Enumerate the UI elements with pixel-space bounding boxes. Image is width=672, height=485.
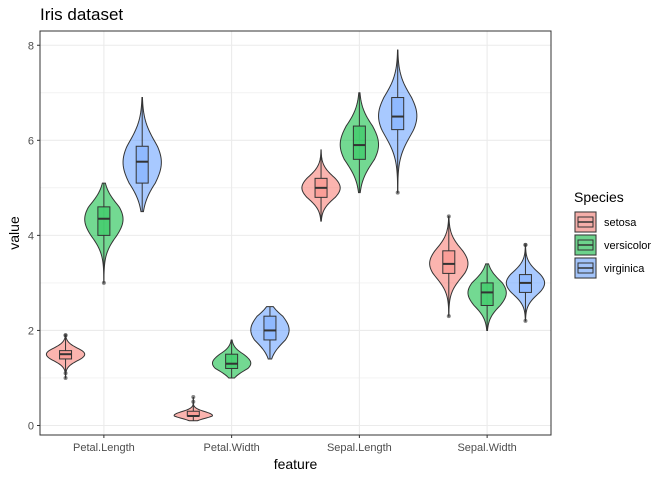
y-tick-label: 2 xyxy=(28,325,34,337)
box xyxy=(97,206,111,236)
violin-setosa-petal-width xyxy=(173,394,213,422)
box xyxy=(225,353,239,369)
violin-virginica-sepal-length xyxy=(378,49,418,195)
outlier-point xyxy=(395,190,400,195)
outlier-point xyxy=(101,280,106,285)
legend-title: Species xyxy=(574,189,624,205)
outlier-point xyxy=(63,375,68,380)
box xyxy=(352,125,366,160)
panel-border xyxy=(39,30,552,436)
legend-label: setosa xyxy=(604,217,637,229)
legend-box xyxy=(577,262,594,274)
violin-body xyxy=(122,97,162,213)
y-tick-label: 6 xyxy=(28,135,34,147)
violin-body xyxy=(339,92,380,194)
x-axis: Petal.Length Petal.Width Sepal.Length Sepal… xyxy=(73,435,517,454)
x-axis-title: feature xyxy=(274,456,318,472)
y-axis-title: value xyxy=(6,216,22,250)
outlier-point xyxy=(63,371,68,376)
panel-background xyxy=(40,31,551,435)
legend: Species setosa versicolor virginica xyxy=(574,189,651,279)
violin-body xyxy=(301,149,341,222)
violin-virginica-petal-length xyxy=(122,97,162,213)
violin-versicolor-sepal-width xyxy=(467,263,507,331)
violin-body xyxy=(211,339,252,379)
box xyxy=(135,145,149,184)
outlier-point xyxy=(191,399,196,404)
violin-body xyxy=(378,49,418,194)
violin-virginica-sepal-width xyxy=(505,242,546,323)
legend-box xyxy=(577,239,594,251)
y-tick-label: 4 xyxy=(28,230,34,242)
outlier-point xyxy=(523,242,528,247)
violin-setosa-sepal-width xyxy=(429,214,469,319)
x-tick-label: Petal.Length xyxy=(73,442,135,454)
outlier-point xyxy=(446,314,451,319)
y-tick-label: 8 xyxy=(28,40,34,52)
legend-key-versicolor xyxy=(574,234,597,256)
violin-body xyxy=(84,182,124,284)
legend-label: virginica xyxy=(604,263,645,275)
y-axis: 0 2 4 6 8 xyxy=(28,40,40,432)
outlier-point xyxy=(63,333,68,338)
outlier-point xyxy=(191,394,196,399)
violins xyxy=(45,49,546,422)
violin-body xyxy=(467,263,507,331)
violin-virginica-petal-width xyxy=(250,306,290,360)
outlier-point xyxy=(523,318,528,323)
y-tick-label: 0 xyxy=(28,420,34,432)
violin-setosa-petal-length xyxy=(45,333,86,380)
legend-box xyxy=(577,216,594,228)
legend-label: versicolor xyxy=(604,240,651,252)
violin-body xyxy=(250,306,290,360)
x-tick-label: Petal.Width xyxy=(204,442,260,454)
box xyxy=(391,97,405,131)
box xyxy=(442,250,456,274)
x-tick-label: Sepal.Length xyxy=(327,442,392,454)
x-tick-label: Sepal.Width xyxy=(457,442,516,454)
chart-title: Iris dataset xyxy=(40,5,123,24)
violin-versicolor-petal-width xyxy=(211,339,252,379)
violin-setosa-sepal-length xyxy=(301,149,341,222)
violin-versicolor-sepal-length xyxy=(339,92,380,194)
outlier-point xyxy=(446,214,451,219)
legend-key-virginica xyxy=(574,257,597,279)
plot-panel xyxy=(40,31,551,435)
violin-versicolor-petal-length xyxy=(84,182,124,285)
box xyxy=(263,315,277,341)
box xyxy=(480,282,494,306)
legend-key-setosa xyxy=(574,211,597,233)
